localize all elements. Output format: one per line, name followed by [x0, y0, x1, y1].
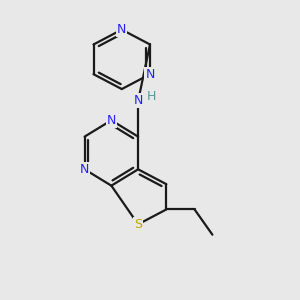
Text: N: N — [117, 23, 127, 36]
Text: N: N — [80, 163, 89, 176]
Text: N: N — [134, 94, 143, 107]
Text: N: N — [145, 68, 155, 81]
Text: N: N — [107, 114, 116, 127]
Text: H: H — [147, 90, 156, 103]
Text: S: S — [134, 218, 142, 231]
